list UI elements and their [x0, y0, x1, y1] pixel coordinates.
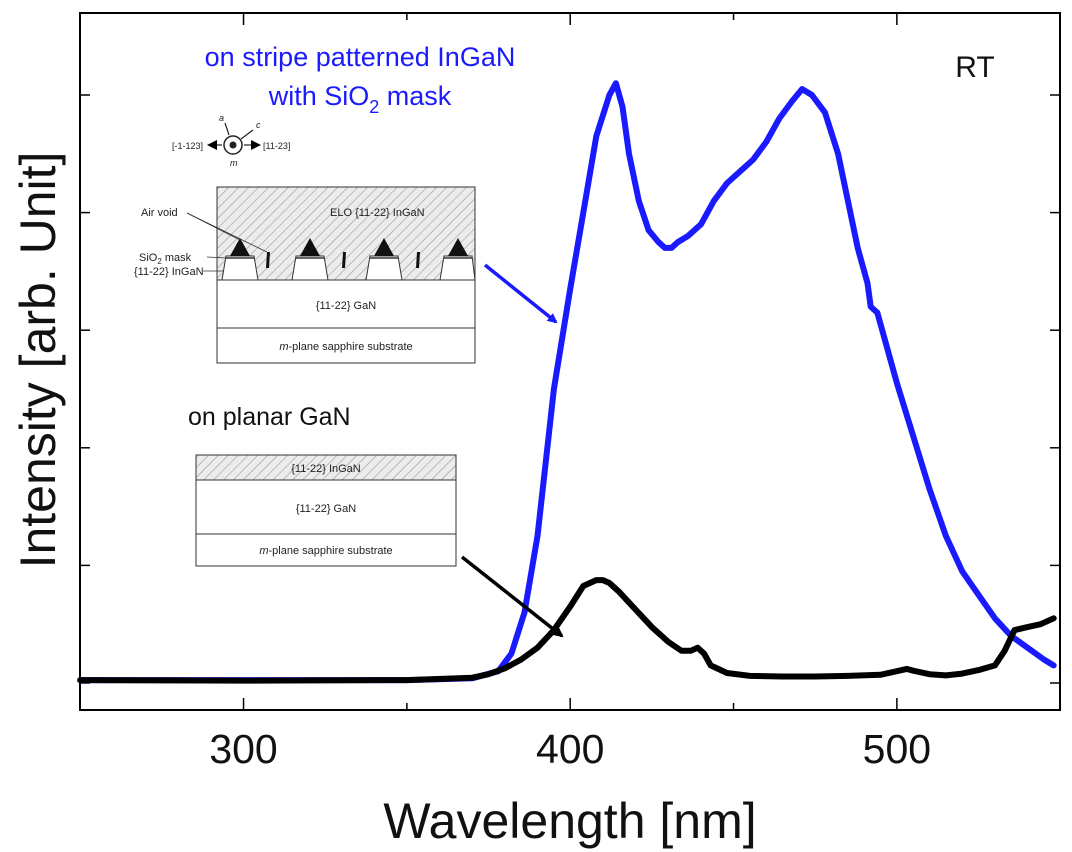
inset-planar-ingan-label: {11-22} InGaN [291, 463, 361, 475]
inset-ingan-mesa [439, 255, 476, 281]
orientation-arrow-c [240, 129, 254, 140]
inset-air-void-triangle [300, 238, 320, 256]
orientation-right-label: [11-23] [263, 141, 290, 151]
orientation-dot [229, 141, 237, 149]
x-axis-ticks: 300 400 500 [79, 13, 1061, 772]
inset-gan-label: {11-22} GaN [316, 300, 376, 312]
orientation-circle [223, 135, 243, 155]
patterned-series-label-line2: with SiO2 mask [268, 81, 452, 117]
inset-air-void-label: Air void [141, 207, 178, 219]
orientation-left-label: [-1-123] [172, 141, 203, 151]
inset-planar-gan-label: {11-22} GaN [296, 503, 356, 515]
orientation-c-label: c [256, 120, 261, 130]
crystal-orientation-diagram: a c m [-1-123] [11-23] [172, 113, 290, 168]
planar-arrow [460, 555, 564, 638]
inset-planar-gan-layer [195, 479, 457, 535]
series-line-patterned-ingan [77, 80, 1057, 684]
inset-planar-substrate-label: m-plane sapphire substrate [259, 545, 392, 557]
inset-elo-layer [216, 186, 476, 281]
patterned-arrow [483, 263, 558, 324]
inset-air-void-slit [266, 252, 270, 268]
series-line-planar-gan [77, 577, 1057, 684]
inset-patterned-structure: ELO {11-22} InGaN {11-22} GaN m-plane sa… [134, 186, 476, 364]
inset-ingan-mesa [365, 255, 403, 281]
inset-air-void-triangle [374, 238, 394, 256]
inset-mask-label: SiO2 mask [139, 252, 192, 266]
x-tick-label: 300 [209, 726, 277, 772]
x-tick-label: 400 [536, 726, 604, 772]
inset-planar-structure: {11-22} InGaN {11-22} GaN m-plane sapphi… [195, 454, 457, 567]
orientation-a-label: a [219, 113, 224, 123]
patterned-series-label-line1: on stripe patterned InGaN [205, 42, 516, 72]
inset-substrate-layer [216, 327, 476, 364]
y-axis-ticks [80, 94, 1060, 684]
inset-air-void-slit [342, 252, 346, 268]
x-tick-label: 500 [863, 726, 931, 772]
inset-ingan-mesa [291, 255, 329, 281]
inset-gan-layer [216, 279, 476, 329]
inset-planar-substrate-layer [195, 533, 457, 567]
inset-air-void-triangle [230, 238, 250, 256]
planar-series-label: on planar GaN [188, 403, 351, 431]
mask-leader [206, 256, 227, 259]
inset-air-void-slit [416, 252, 420, 268]
inset-ingan-mesa [221, 255, 259, 281]
inset-ingan-label: {11-22} InGaN [134, 266, 204, 278]
inset-air-void-triangle [448, 238, 468, 256]
orientation-arrow-a [224, 122, 230, 136]
inset-substrate-label: m-plane sapphire substrate [279, 341, 412, 353]
orientation-m-label: m [230, 158, 238, 168]
y-axis-title: Intensity [arb. Unit] [10, 152, 66, 569]
air-void-leader [186, 212, 268, 253]
x-axis-title: Wavelength [nm] [383, 793, 756, 849]
inset-elo-label: ELO {11-22} InGaN [330, 207, 425, 219]
rt-label: RT [955, 51, 994, 84]
